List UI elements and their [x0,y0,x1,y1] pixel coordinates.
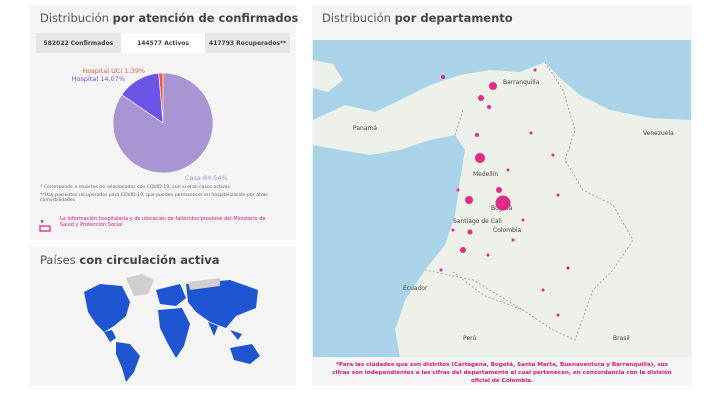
map-label: Colombia [493,227,522,234]
map-label: Brasil [613,335,630,342]
map-label: Ecuador [403,285,428,292]
tab[interactable]: 582022 Confirmados [43,39,114,47]
map-label: Medellín [473,171,498,178]
title-bold: con circulación activa [79,253,220,267]
title-light: Distribución [322,11,391,25]
map-label: Venezuela [643,130,674,137]
title-bold: por departamento [394,11,513,25]
map-label: Perú [463,335,477,342]
footnote: * Corresponde a muertes no relacionadas … [40,185,230,190]
department-panel: Distribución por departamento Barranquil… [312,5,692,385]
source-note: La información hospitalaria y de ubicaci… [60,216,266,228]
world-panel: Países con circulación activa [30,247,296,385]
map-label: Panamá [353,125,377,132]
pie-label: Hospital UCI 1.39% [82,67,145,75]
hospital-icon [39,220,51,232]
pie-chart: Casa 84.54% Hospital 14.07%Hospital UCI 1… [72,67,228,182]
panel-title: Distribución por departamento [322,11,513,25]
title-light: Países [40,253,76,267]
title-light: Distribución [40,11,109,25]
attention-panel: Distribución por atención de confirmados… [30,5,298,240]
footnote: **Hay pacientes recuperados para COVID-1… [40,193,268,203]
pie-label: Casa 84.54% [185,174,228,182]
world-map [84,274,260,382]
tab[interactable]: 417793 Recuperados** [209,39,287,47]
panel-title: Distribución por atención de confirmados [40,11,298,25]
map-label: Santiago de Cali [453,218,502,225]
map-footnote: *Para las ciudades que son distritos (Ca… [332,362,672,384]
title-bold: por atención de confirmados [112,11,299,25]
pie-label: Hospital 14.07% [72,75,125,83]
tabs: 582022 Confirmados 144577 Activos 417793… [36,33,290,53]
map-label: Barranquilla [503,79,540,86]
tab[interactable]: 144577 Activos [120,33,206,53]
panel-title: Países con circulación activa [40,253,220,267]
colombia-map: BarranquillaVenezuelaMedellínBogotáColom… [313,40,691,357]
pie-slice [112,72,214,174]
